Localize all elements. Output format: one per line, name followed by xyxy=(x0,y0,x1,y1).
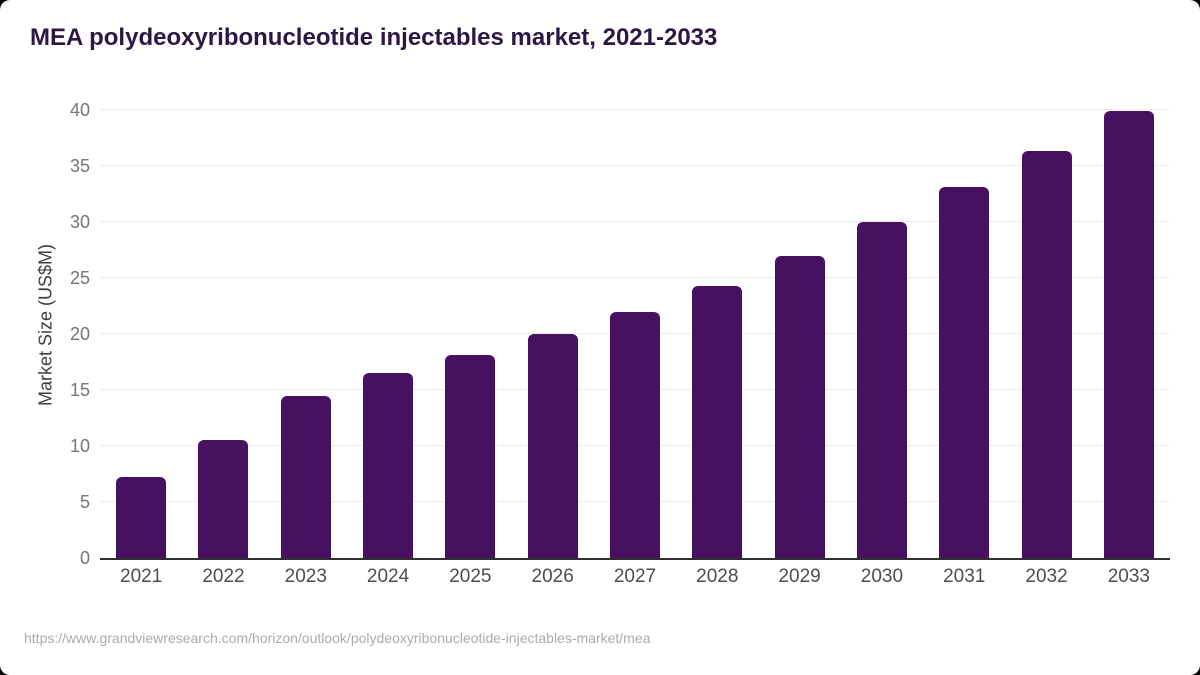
x-tick-label-2031: 2031 xyxy=(943,566,986,587)
x-tick-label-2023: 2023 xyxy=(284,566,327,587)
bar-2030 xyxy=(856,222,907,558)
gridline-30 xyxy=(100,221,1170,222)
bar-2021 xyxy=(116,477,167,558)
x-tick-label-2027: 2027 xyxy=(613,566,657,587)
bar-2026 xyxy=(527,334,578,558)
y-tick-label-5: 5 xyxy=(79,492,90,512)
x-tick-label-2032: 2032 xyxy=(1025,566,1068,587)
bar-2031 xyxy=(939,187,990,558)
x-tick-label-2021: 2021 xyxy=(120,566,163,587)
gridline-40 xyxy=(100,109,1170,110)
y-tick-label-20: 20 xyxy=(69,324,90,344)
chart-title: MEA polydeoxyribonucleotide injectables … xyxy=(30,24,718,51)
x-tick-label-2028: 2028 xyxy=(696,566,739,587)
x-tick-label-2022: 2022 xyxy=(202,566,245,587)
y-axis-ticks: 0 5 10 15 20 25 30 35 40 xyxy=(0,101,90,567)
gridline-35 xyxy=(100,165,1170,166)
plot-area xyxy=(100,109,1170,560)
bar-2029 xyxy=(774,255,825,558)
x-tick-label-2026: 2026 xyxy=(531,566,574,587)
x-tick-label-2029: 2029 xyxy=(778,566,821,587)
x-axis-labels: 2021 2022 2023 2024 2025 2026 2027 2028 2029 2030… xyxy=(100,566,1170,592)
y-tick-label-30: 30 xyxy=(69,212,90,232)
bar-2028 xyxy=(692,285,743,558)
y-tick-label-40: 40 xyxy=(69,100,90,120)
y-tick-label-15: 15 xyxy=(69,380,90,400)
bar-2033 xyxy=(1103,111,1154,558)
bar-2022 xyxy=(198,440,249,558)
bar-2027 xyxy=(610,311,660,558)
gridline-25 xyxy=(100,277,1170,278)
x-tick-label-2024: 2024 xyxy=(366,566,410,587)
y-tick-label-0: 0 xyxy=(79,548,90,568)
x-tick-label-2033: 2033 xyxy=(1107,566,1150,587)
y-tick-label-35: 35 xyxy=(69,156,90,176)
bar-2023 xyxy=(280,395,331,558)
bar-2032 xyxy=(1021,151,1072,558)
x-tick-label-2030: 2030 xyxy=(860,566,904,587)
y-tick-label-25: 25 xyxy=(69,268,90,288)
bar-2024 xyxy=(363,373,414,558)
bar-2025 xyxy=(445,355,496,558)
source-url: https://www.grandviewresearch.com/horizo… xyxy=(24,630,651,646)
x-tick-label-2025: 2025 xyxy=(449,566,492,587)
y-tick-label-10: 10 xyxy=(69,436,90,456)
